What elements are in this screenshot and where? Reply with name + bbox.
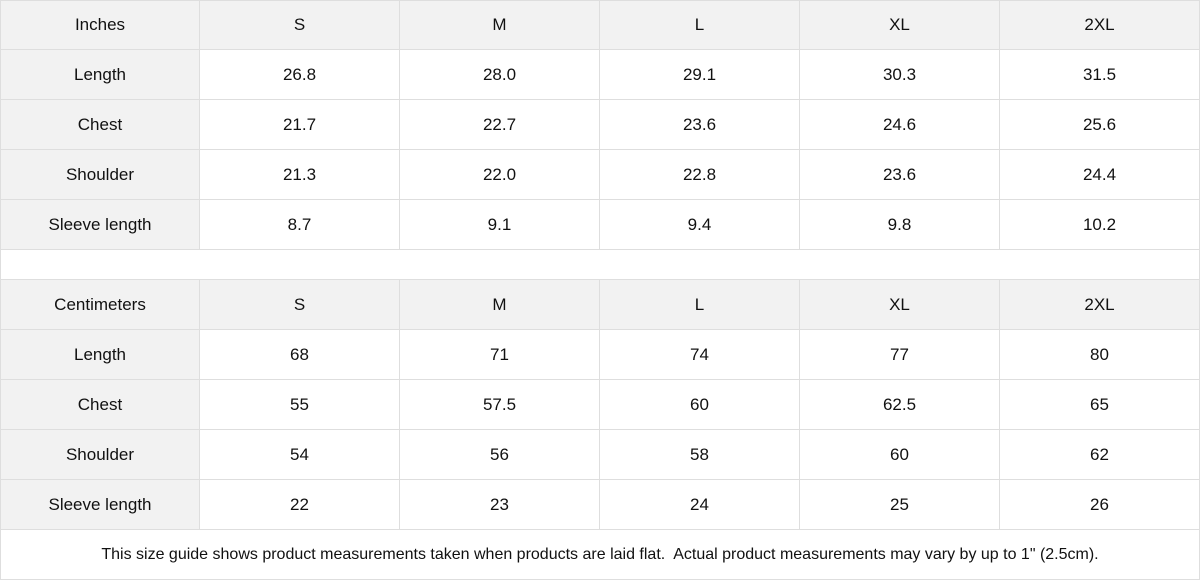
measurement-value: 68 [200,330,400,380]
measurement-value: 74 [600,330,800,380]
measurement-value: 80 [1000,330,1200,380]
size-header: S [200,0,400,50]
size-header: XL [800,280,1000,330]
measurement-value: 71 [400,330,600,380]
measurement-value: 62.5 [800,380,1000,430]
size-header: 2XL [1000,0,1200,50]
measurement-value: 24.4 [1000,150,1200,200]
measurement-value: 60 [600,380,800,430]
measurement-value: 23.6 [800,150,1000,200]
measurement-value: 56 [400,430,600,480]
measurement-value: 23 [400,480,600,530]
measurement-value: 54 [200,430,400,480]
measurement-label: Sleeve length [0,200,200,250]
size-header: M [400,280,600,330]
measurement-value: 31.5 [1000,50,1200,100]
centimeters-size-table: Centimeters S M L XL 2XL Length 68 71 74 77 80 Chest… [0,280,1200,530]
measurement-value: 60 [800,430,1000,480]
measurement-value: 65 [1000,380,1200,430]
measurement-label: Chest [0,380,200,430]
measurement-value: 26 [1000,480,1200,530]
size-header: S [200,280,400,330]
measurement-value: 24 [600,480,800,530]
measurement-value: 77 [800,330,1000,380]
measurement-value: 58 [600,430,800,480]
measurement-value: 25 [800,480,1000,530]
measurement-label: Shoulder [0,150,200,200]
measurement-value: 9.4 [600,200,800,250]
measurement-value: 9.8 [800,200,1000,250]
measurement-value: 30.3 [800,50,1000,100]
size-guide-note: This size guide shows product measuremen… [0,530,1200,580]
measurement-value: 22 [200,480,400,530]
size-header: M [400,0,600,50]
measurement-value: 57.5 [400,380,600,430]
measurement-value: 10.2 [1000,200,1200,250]
measurement-label: Shoulder [0,430,200,480]
measurement-label: Sleeve length [0,480,200,530]
size-header: XL [800,0,1000,50]
measurement-value: 9.1 [400,200,600,250]
measurement-value: 21.7 [200,100,400,150]
unit-header: Inches [0,0,200,50]
table-spacer [0,250,1200,280]
measurement-value: 22.0 [400,150,600,200]
measurement-value: 22.7 [400,100,600,150]
measurement-value: 25.6 [1000,100,1200,150]
measurement-label: Length [0,50,200,100]
measurement-value: 22.8 [600,150,800,200]
measurement-value: 21.3 [200,150,400,200]
size-header: L [600,0,800,50]
measurement-label: Length [0,330,200,380]
measurement-value: 24.6 [800,100,1000,150]
measurement-value: 28.0 [400,50,600,100]
unit-header: Centimeters [0,280,200,330]
size-header: 2XL [1000,280,1200,330]
size-header: L [600,280,800,330]
measurement-value: 55 [200,380,400,430]
measurement-value: 23.6 [600,100,800,150]
measurement-value: 62 [1000,430,1200,480]
measurement-value: 29.1 [600,50,800,100]
inches-size-table: Inches S M L XL 2XL Length 26.8 28.0 29.1 30.3 31.5… [0,0,1200,250]
measurement-value: 8.7 [200,200,400,250]
measurement-label: Chest [0,100,200,150]
measurement-value: 26.8 [200,50,400,100]
